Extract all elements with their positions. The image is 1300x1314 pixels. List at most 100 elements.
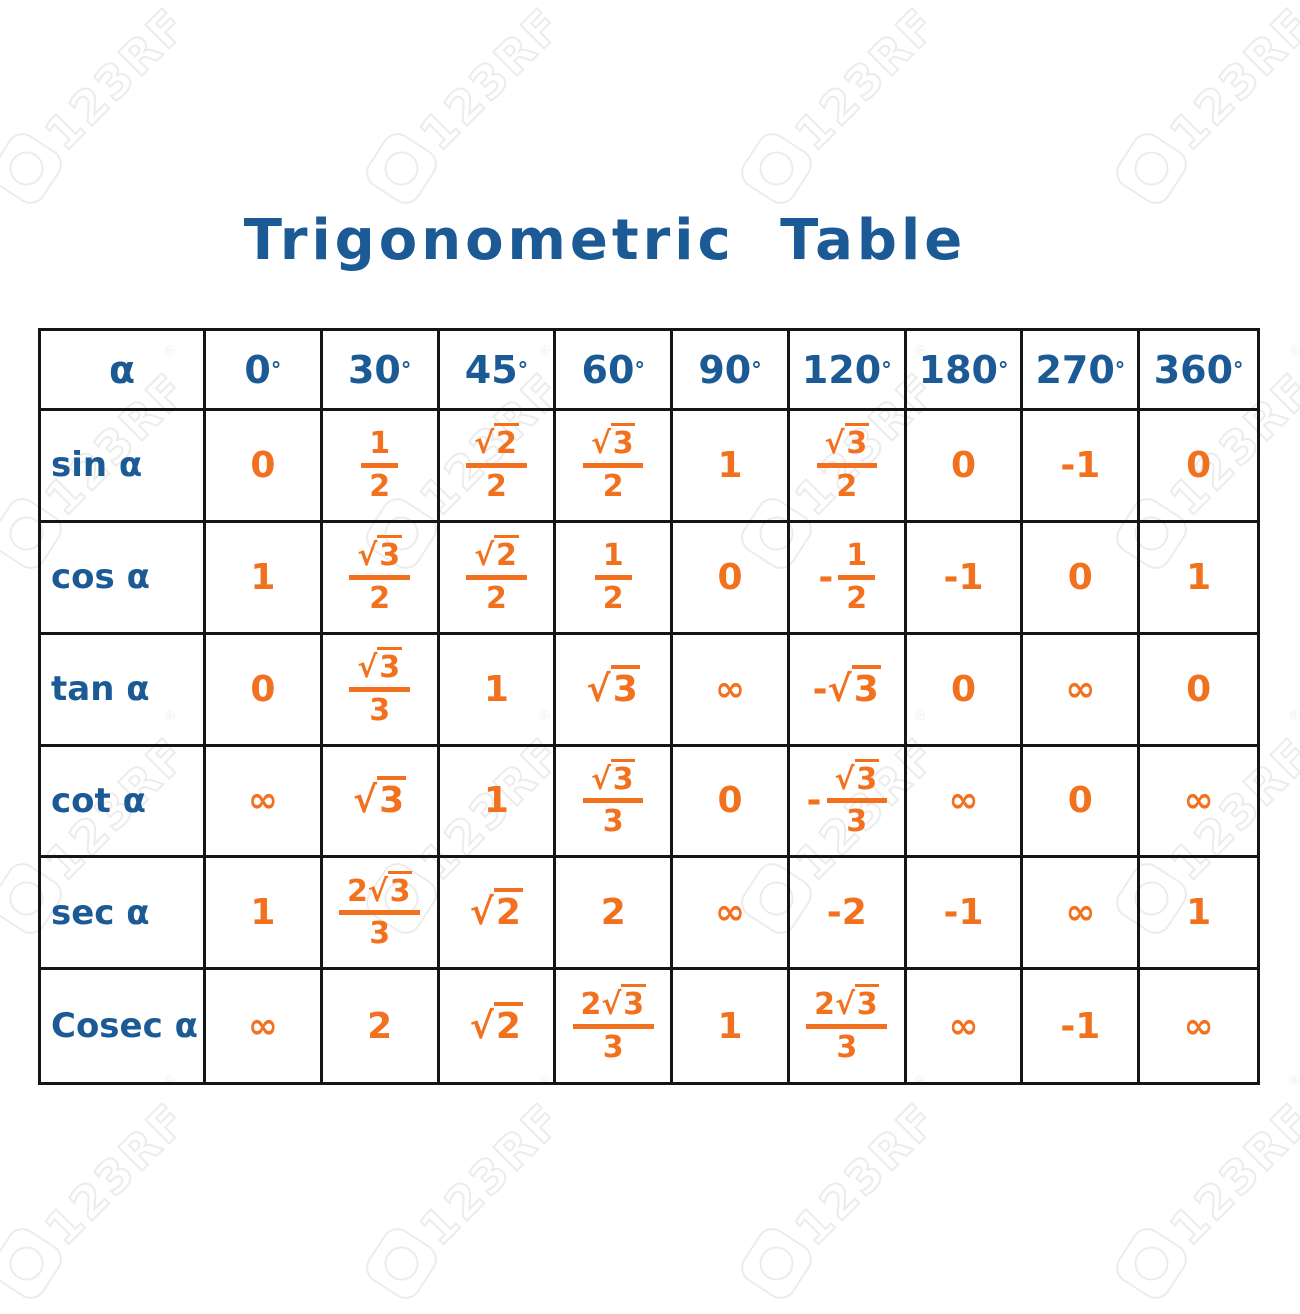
- degree-symbol: °: [517, 357, 529, 382]
- fraction-numerator: √2: [466, 423, 527, 468]
- registered-mark-icon: ®: [1285, 1070, 1300, 1092]
- value-cell-cot-360-deg: ∞: [1140, 747, 1257, 859]
- value-cell-tan-90-deg: ∞: [673, 634, 790, 747]
- fraction-denominator: 2: [369, 468, 391, 504]
- header-cell-180-deg: 180 °: [906, 331, 1024, 411]
- value-cell-sec-30-deg: 2√3 3: [322, 858, 440, 971]
- fraction: 2√3 3: [806, 984, 888, 1065]
- fraction-denominator: 2: [602, 580, 624, 616]
- fraction-numerator: 1: [594, 540, 632, 580]
- watermark-text: 123RF: [33, 0, 199, 162]
- watermark-text: 123RF: [408, 1091, 574, 1257]
- value-cell-cosec-270-deg: -1: [1023, 970, 1141, 1082]
- fraction-numerator: √2: [466, 535, 527, 580]
- header-cell-30-deg: 30 °: [322, 331, 440, 411]
- header-cell-60-deg: 60 °: [556, 331, 674, 411]
- fraction-denominator: 3: [369, 692, 391, 728]
- row-label-cos: cos α: [41, 522, 206, 635]
- value-cell-tan-180-deg: 0: [906, 634, 1024, 747]
- camera-icon: [360, 126, 444, 210]
- watermark-text: 123RF: [33, 1091, 199, 1257]
- fraction-numerator: 2√3: [572, 984, 654, 1029]
- fraction-denominator: 2: [369, 580, 391, 616]
- value-cell-tan-120-deg: - √3: [789, 634, 907, 747]
- value-cell-cosec-45-deg: √2: [440, 970, 557, 1082]
- degree-symbol: °: [881, 357, 892, 382]
- value-cell-cos-180-deg: -1: [906, 522, 1024, 635]
- degree-symbol: °: [751, 357, 762, 382]
- value-cell-sec-360-deg: 1: [1140, 858, 1257, 971]
- row-label-sin: sin α: [41, 411, 206, 523]
- value-cell-sin-270-deg: -1: [1023, 411, 1141, 523]
- watermark-123rf: 123RF®: [0, 0, 216, 211]
- value-cell-cosec-180-deg: ∞: [907, 970, 1024, 1082]
- fraction-numerator: √3: [826, 758, 887, 804]
- fraction: 2√3 3: [572, 984, 654, 1063]
- fraction-numerator: 2√3: [806, 984, 888, 1029]
- registered-mark-icon: ®: [1285, 340, 1300, 362]
- fraction-numerator: 2√3: [338, 870, 421, 916]
- fraction-numerator: √3: [582, 758, 644, 804]
- value-cell-sec-180-deg: -1: [906, 858, 1024, 971]
- fraction-numerator: √3: [582, 423, 644, 468]
- watermark-123rf: 123RF®: [1109, 1070, 1300, 1306]
- fraction-numerator: √3: [349, 647, 410, 692]
- value-cell-cosec-120-deg: 2√3 3: [790, 970, 907, 1082]
- fraction: √2 2: [466, 535, 527, 616]
- value-cell-sin-60-deg: √3 2: [556, 411, 674, 523]
- degree-symbol: °: [997, 357, 1009, 382]
- value-cell-sin-0-deg: 0: [206, 411, 323, 523]
- fraction: √3 3: [582, 758, 644, 838]
- header-cell-270-deg: 270 °: [1023, 331, 1141, 411]
- watermark-123rf: 123RF®: [734, 1071, 966, 1306]
- value-cell-sin-120-deg: √3 2: [789, 411, 907, 523]
- watermark-123rf: 123RF®: [359, 0, 591, 211]
- fraction-denominator: 2: [602, 468, 624, 504]
- fraction-denominator: 3: [846, 804, 868, 840]
- fraction-denominator: 3: [836, 1029, 858, 1065]
- header-cell-90-deg: 90 °: [673, 331, 790, 411]
- fraction-numerator: 1: [838, 540, 876, 580]
- value-cell-cos-360-deg: 1: [1140, 523, 1257, 635]
- header-cell-120-deg: 120 °: [789, 331, 907, 411]
- header-cell-45-deg: 45 °: [439, 331, 557, 411]
- fraction-denominator: 2: [485, 580, 507, 616]
- value-cell-cot-180-deg: ∞: [906, 746, 1024, 859]
- row-label-tan: tan α: [41, 634, 206, 747]
- fraction: √3 2: [349, 535, 410, 616]
- value-cell-sec-60-deg: 2: [556, 858, 674, 971]
- camera-icon: [0, 126, 69, 210]
- value-cell-cos-90-deg: 0: [673, 522, 790, 635]
- fraction-denominator: 2: [485, 468, 507, 504]
- degree-symbol: °: [634, 357, 645, 382]
- value-cell-sin-180-deg: 0: [906, 411, 1024, 523]
- value-cell-tan-30-deg: √3 3: [322, 634, 440, 747]
- value-cell-tan-60-deg: √3: [556, 634, 674, 747]
- value-cell-cos-30-deg: √3 2: [322, 522, 440, 635]
- value-cell-cos-45-deg: √2 2: [439, 522, 557, 635]
- value-cell-sec-0-deg: 1: [206, 858, 323, 971]
- camera-icon: [1110, 126, 1194, 210]
- value-cell-sin-90-deg: 1: [673, 411, 790, 523]
- row-label-cot: cot α: [41, 746, 206, 859]
- fraction-numerator: √3: [816, 423, 877, 468]
- value-cell-cosec-60-deg: 2√3 3: [556, 970, 674, 1082]
- fraction-denominator: 3: [369, 916, 391, 952]
- degree-symbol: °: [1233, 357, 1244, 382]
- fraction: √3 2: [816, 423, 877, 504]
- fraction-denominator: 2: [836, 468, 858, 504]
- value-cell-tan-360-deg: 0: [1140, 635, 1257, 747]
- value-cell-sec-120-deg: -2: [789, 858, 907, 971]
- watermark-123rf: 123RF®: [734, 0, 966, 211]
- header-cell-0-deg: 0 °: [206, 331, 323, 411]
- value-cell-cosec-360-deg: ∞: [1183, 1005, 1214, 1047]
- value-cell-cot-45-deg: 1: [439, 746, 557, 859]
- camera-icon: [360, 1221, 444, 1305]
- camera-icon: [735, 1221, 819, 1305]
- watermark-text: 123RF: [783, 1091, 949, 1257]
- camera-icon: [0, 1221, 69, 1305]
- minus-sign: -: [806, 780, 822, 822]
